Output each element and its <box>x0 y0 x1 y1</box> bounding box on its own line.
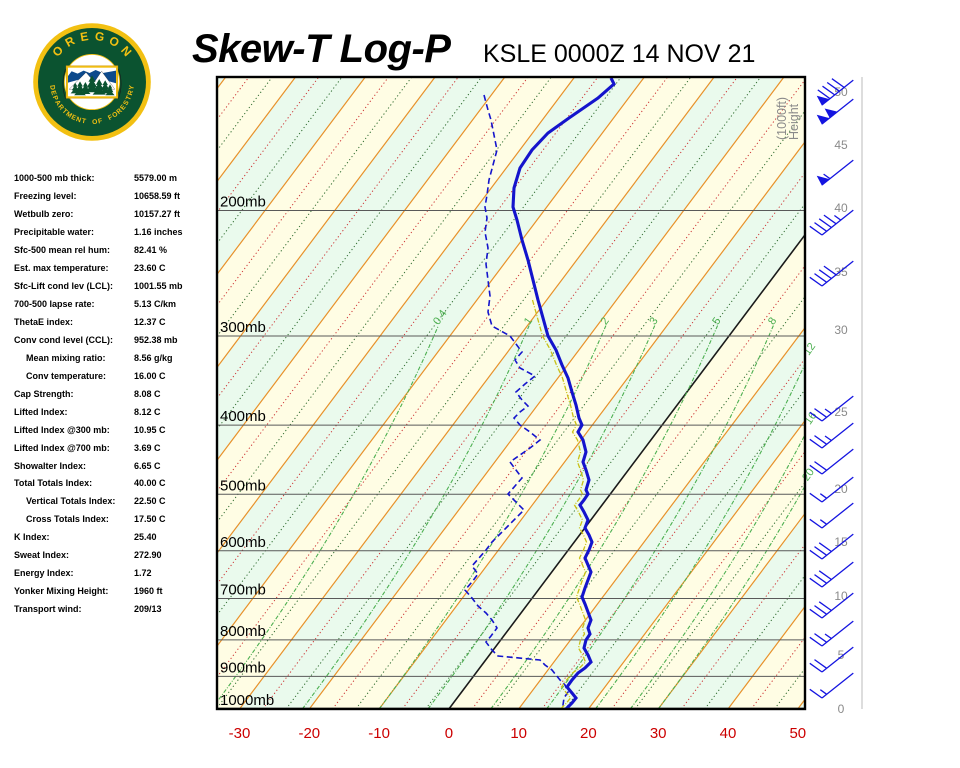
svg-text:30: 30 <box>650 725 667 742</box>
svg-text:0: 0 <box>838 702 845 716</box>
svg-text:20: 20 <box>580 725 597 742</box>
svg-text:10: 10 <box>510 725 527 742</box>
svg-text:500mb: 500mb <box>220 477 266 494</box>
svg-text:(1000ft): (1000ft) <box>775 97 789 140</box>
svg-text:-10: -10 <box>368 725 390 742</box>
svg-text:10: 10 <box>834 589 848 603</box>
svg-text:200mb: 200mb <box>220 193 266 210</box>
svg-text:50: 50 <box>789 725 806 742</box>
svg-text:0: 0 <box>445 725 453 742</box>
svg-text:30: 30 <box>834 323 848 337</box>
svg-text:-30: -30 <box>229 725 251 742</box>
svg-text:40: 40 <box>720 725 737 742</box>
svg-text:25: 25 <box>834 405 848 419</box>
svg-text:-20: -20 <box>298 725 320 742</box>
svg-text:Height: Height <box>787 103 801 140</box>
svg-text:45: 45 <box>834 138 848 152</box>
svg-text:300mb: 300mb <box>220 319 266 336</box>
svg-text:600mb: 600mb <box>220 534 266 551</box>
svg-text:20: 20 <box>834 482 848 496</box>
svg-text:900mb: 900mb <box>220 659 266 676</box>
svg-text:40: 40 <box>834 201 848 215</box>
svg-text:50: 50 <box>834 85 848 99</box>
svg-text:1000mb: 1000mb <box>220 692 274 709</box>
svg-text:800mb: 800mb <box>220 623 266 640</box>
svg-text:400mb: 400mb <box>220 408 266 425</box>
svg-text:700mb: 700mb <box>220 582 266 599</box>
